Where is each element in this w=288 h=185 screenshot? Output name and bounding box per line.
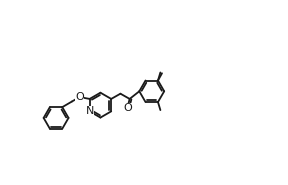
Text: N: N [86,106,94,116]
Text: O: O [123,103,132,113]
Text: O: O [75,92,84,102]
